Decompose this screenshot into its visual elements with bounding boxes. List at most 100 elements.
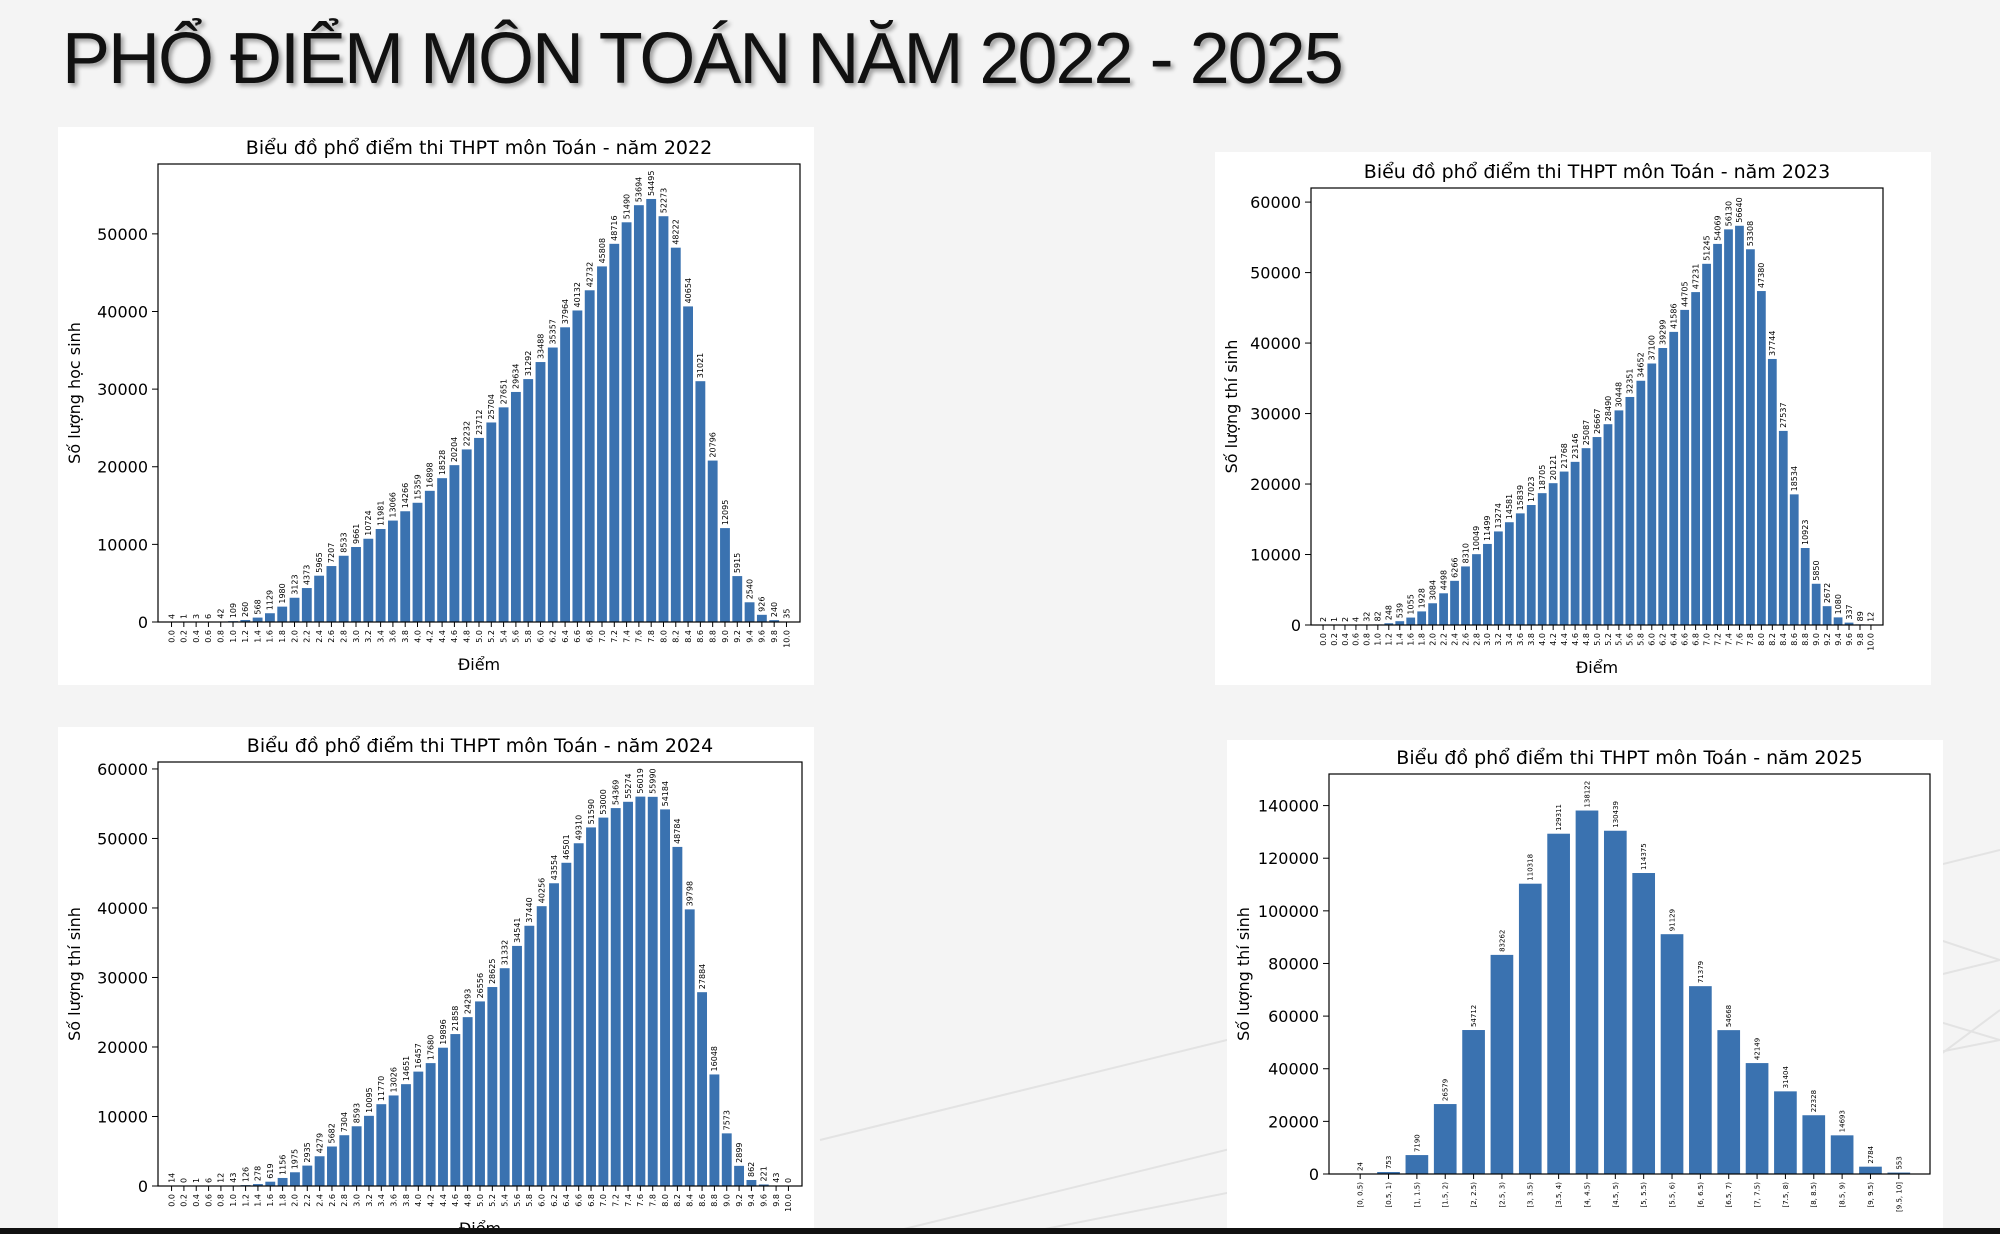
- bar-value-label: 1980: [278, 583, 287, 603]
- bar-value-label: 13066: [389, 492, 398, 517]
- bar-value-label: 13026: [389, 1067, 398, 1092]
- bar-value-label: 2784: [1867, 1145, 1875, 1163]
- bar: [1636, 380, 1646, 625]
- x-tick-label: 0.6: [204, 1194, 213, 1207]
- bar-value-label: 26556: [476, 973, 485, 998]
- x-tick-label: 9.8: [1856, 633, 1865, 646]
- x-tick-label: 1.2: [1385, 633, 1394, 646]
- bar: [425, 1063, 436, 1186]
- bar: [1830, 1135, 1854, 1174]
- bar-value-label: 16048: [710, 1046, 719, 1071]
- x-tick-label: 4.6: [451, 1194, 460, 1207]
- x-tick-label: 7.8: [1746, 633, 1755, 646]
- bar-value-label: 31021: [696, 353, 705, 378]
- bar: [376, 1104, 387, 1186]
- bar: [449, 465, 460, 622]
- bar: [609, 243, 620, 622]
- x-tick-label: 4.8: [463, 1194, 472, 1207]
- bar-value-label: 862: [747, 1162, 756, 1177]
- bar: [756, 614, 767, 622]
- x-tick-label: 4.6: [1571, 633, 1580, 646]
- bar: [621, 222, 632, 622]
- x-tick-label: 10.0: [782, 630, 791, 648]
- bar-value-label: 10095: [365, 1087, 374, 1112]
- x-tick-label: 5.2: [1604, 633, 1613, 646]
- bar-value-label: 42149: [1754, 1038, 1762, 1060]
- bar-value-label: 926: [758, 597, 767, 612]
- x-tick-label: 2.4: [315, 630, 324, 643]
- bar-value-label: 44705: [1680, 281, 1689, 306]
- x-tick-label: 9.0: [723, 1194, 732, 1207]
- bar: [461, 449, 472, 622]
- bar: [573, 843, 584, 1186]
- bar: [1802, 1115, 1826, 1174]
- bar: [290, 1172, 300, 1186]
- bar-value-label: 1129: [266, 590, 275, 610]
- bar-value-label: 27651: [499, 379, 508, 404]
- x-tick-label: 8.0: [659, 630, 668, 643]
- x-tick-label: [6.5, 7): [1725, 1182, 1733, 1208]
- x-axis-label: Điểm: [458, 655, 500, 674]
- bar-value-label: 15839: [1516, 485, 1525, 510]
- x-tick-label: 0.4: [192, 630, 201, 643]
- x-tick-label: 3.2: [365, 1194, 374, 1207]
- bar-value-label: 22328: [1810, 1090, 1818, 1112]
- y-tick-label: 0: [1309, 1165, 1319, 1184]
- bar-value-label: 25087: [1582, 420, 1591, 445]
- x-tick-label: 9.2: [735, 1194, 744, 1207]
- bar-value-label: 45808: [598, 238, 607, 263]
- x-tick-label: 8.4: [684, 630, 693, 643]
- x-tick-label: 9.6: [1845, 633, 1854, 646]
- x-tick-label: 7.6: [1735, 633, 1744, 646]
- x-tick-label: 8.2: [672, 630, 681, 643]
- bar: [1547, 833, 1570, 1174]
- bar: [744, 602, 755, 622]
- x-tick-label: 0.4: [1341, 633, 1350, 646]
- bar: [327, 1146, 337, 1186]
- x-tick-label: 0.8: [217, 630, 226, 643]
- bar: [720, 528, 730, 622]
- x-tick-label: 3.8: [1527, 633, 1536, 646]
- bar: [647, 796, 658, 1186]
- bar: [512, 945, 522, 1186]
- bar-value-label: 1928: [1417, 588, 1426, 608]
- bar-value-label: 32351: [1626, 369, 1635, 394]
- x-tick-label: 6.4: [1670, 633, 1679, 646]
- bar-value-label: 114375: [1640, 843, 1648, 870]
- bar-value-label: 3: [192, 614, 201, 619]
- bar: [633, 205, 644, 622]
- bar: [1461, 566, 1470, 625]
- x-tick-label: 9.8: [770, 630, 779, 643]
- x-tick-label: 4.8: [1582, 633, 1591, 646]
- bar-value-label: 1080: [1834, 594, 1843, 614]
- x-tick-label: 5.0: [476, 1194, 485, 1207]
- bar-value-label: 7190: [1413, 1134, 1421, 1152]
- chart-panel-2023: Biểu đồ phổ điểm thi THPT môn Toán - năm…: [1215, 152, 1931, 685]
- x-tick-label: 5.4: [499, 630, 508, 643]
- x-tick-label: 8.6: [696, 630, 705, 643]
- x-tick-label: 1.8: [278, 1194, 287, 1207]
- bar-value-label: 30448: [1615, 382, 1624, 407]
- x-tick-label: 3.2: [1494, 633, 1503, 646]
- x-tick-label: 8.6: [698, 1194, 707, 1207]
- bar-value-label: 21768: [1560, 443, 1569, 468]
- x-tick-label: [6, 6.5): [1697, 1182, 1705, 1208]
- bar-value-label: 51590: [587, 799, 596, 824]
- chart-title: Biểu đồ phổ điểm thi THPT môn Toán - năm…: [1396, 747, 1862, 769]
- bar: [524, 925, 535, 1186]
- bar-value-label: 33488: [536, 334, 545, 359]
- bar-value-label: 27884: [698, 964, 707, 989]
- x-tick-label: 6.2: [1659, 633, 1668, 646]
- y-tick-label: 60000: [1250, 193, 1301, 212]
- y-tick-label: 10000: [97, 1107, 148, 1126]
- bar-value-label: 110318: [1527, 854, 1535, 881]
- x-tick-label: 7.4: [1724, 633, 1733, 646]
- bar-value-label: 24: [1357, 1161, 1365, 1170]
- bar: [1575, 810, 1599, 1174]
- bar-value-label: 40132: [573, 282, 582, 307]
- x-tick-label: 2.6: [327, 630, 336, 643]
- bar-value-label: 23712: [475, 409, 484, 434]
- x-tick-label: 2.0: [1428, 633, 1437, 646]
- x-tick-label: 3.6: [389, 630, 398, 643]
- y-tick-label: 30000: [1250, 405, 1301, 424]
